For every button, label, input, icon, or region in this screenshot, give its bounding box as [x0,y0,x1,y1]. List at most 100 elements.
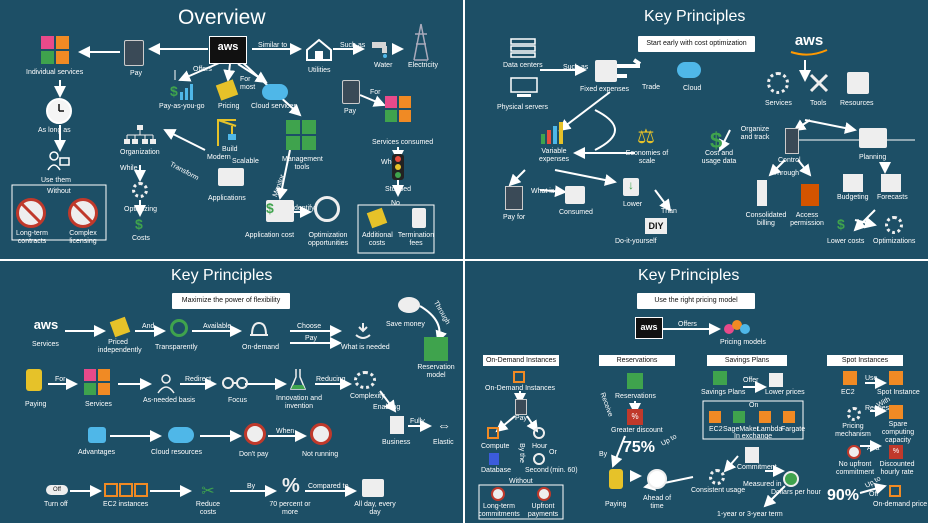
planning-board-icon [859,128,887,148]
paying-hand-icon [26,369,42,391]
ec2-instances-label: EC2 instances [103,501,149,508]
aws-logo-text: aws [217,41,239,53]
enabling-label: Enabling [373,404,401,411]
second-clock-icon [533,453,545,465]
ninety-percent: 90% [827,487,860,504]
upfront-payments-label: Upfront payments [527,503,559,518]
request-label: Request [865,405,892,412]
pricing-models-label: Pricing models [720,339,766,346]
spare-capacity-icon [889,405,903,419]
redirect-label: Redirect [185,376,212,383]
kp1-title: Key Principles [644,8,746,25]
lower-costs-label: Lower costs [827,238,865,245]
consolidated-billing-label: Consolidated billing [745,212,787,227]
ec2-service-icon [709,411,721,423]
term-label: 1-year or 3-year term [717,511,783,518]
percent-sign: % [282,475,300,497]
similar-to-label: Similar to [258,42,288,49]
business-building-icon [390,416,404,434]
all-day-label: All day, every day [354,501,396,516]
forecasts-label: Forecasts [877,194,908,201]
budgeting-label: Budgeting [837,194,869,201]
optimizing-label: Optimizing [124,206,158,213]
fixed-expenses-icon [595,60,617,82]
or-label: Or [549,449,557,456]
for-2-label: For [370,89,381,96]
aws-logo-kp3: aws [635,317,663,339]
organization-chart-icon [122,125,158,145]
ec2-label: EC2 [709,426,723,433]
long-term-commitments-label: Long-term commitments [478,503,520,518]
application-cost-icon: $ [266,200,294,222]
overview-panel: Overview aws Similar to Utilities Such a… [0,0,463,259]
aws-logo: aws [209,36,247,64]
offer-label: Offer [743,377,759,384]
through-label: Through [773,170,800,177]
cloud-label: Cloud [683,85,702,92]
no-label: No [391,200,400,207]
od-pay-label: Pay [515,415,528,422]
costs-label: Costs [132,235,150,242]
physical-servers-label: Physical servers [497,104,548,111]
access-permission-icon [801,184,819,206]
variable-expenses-icon [539,122,565,144]
kp3-banner: Use the right pricing model [637,293,755,309]
consolidated-billing-icon [757,180,767,206]
clock-icon [46,98,72,124]
lower-costs-icon: $ [837,216,845,232]
spot-instance-label: Spot Instance [877,389,920,396]
calendar-icon [362,479,384,497]
at-a-label: At a [867,445,880,452]
scales-icon: ⚖ [637,126,655,148]
reservation-model-icon [424,337,448,361]
not-running-label: Not running [302,451,339,458]
spot-instance-icon [889,371,903,385]
measured-in-label: Measured in [743,481,782,488]
by-label: By [247,483,256,490]
tools-label: Tools [810,100,827,107]
planning-label: Planning [859,154,887,161]
water-tap-icon [370,38,392,58]
pay-for-terminal-icon [505,186,523,210]
by-the-label: By the [517,443,525,463]
no-contract-icon [16,198,46,228]
such-as-label: Such as [340,42,366,49]
seventy-five-percent: 75% [623,439,656,456]
on-demand-price-label: On-demand price [873,501,928,508]
fargate-icon [783,411,795,423]
svg-text:$: $ [170,83,178,99]
hour-clock-icon [533,427,545,439]
identify-label: Identify [292,205,315,212]
pay-label: Pay [130,70,143,77]
savings-plans-header: Savings Plans [707,355,787,366]
pay-for-label: Pay for [503,214,526,221]
pay-kp2-label: Pay [305,335,318,342]
reservation-model-label: Reservation model [417,364,455,379]
paying-hand-kp3-icon [609,469,623,489]
applications-icon [218,168,244,186]
stopped-label: Stopped [385,186,412,193]
forecasts-icon [881,174,901,192]
reducing-label: Reducing [316,376,346,383]
trade-label: Trade [642,84,661,91]
od-pay-terminal-icon [515,399,527,415]
discounted-rate-icon: % [889,445,903,459]
consumed-label: Consumed [559,209,593,216]
do-it-yourself-label: Do-it-yourself [615,238,657,245]
usage-gears-icon [709,469,725,485]
on-demand-label: On-demand [242,344,279,351]
business-label: Business [382,439,411,446]
consumed-icon [565,186,585,204]
spot-ec2-icon [843,371,857,385]
kp-pricing-panel: Key Principles Use the right pricing mod… [465,261,928,523]
commitment-document-icon [745,447,759,463]
cloud-services-label: Cloud services [251,103,297,110]
advantages-label: Advantages [78,449,115,456]
fully-label: Fully [410,418,425,425]
resources-icon [847,72,869,94]
no-upfront-commitment-label: No upfront commitment [835,461,875,476]
services-consumed-icon [385,96,411,122]
electricity-label: Electricity [408,62,438,69]
user-at-computer-icon [46,150,70,172]
